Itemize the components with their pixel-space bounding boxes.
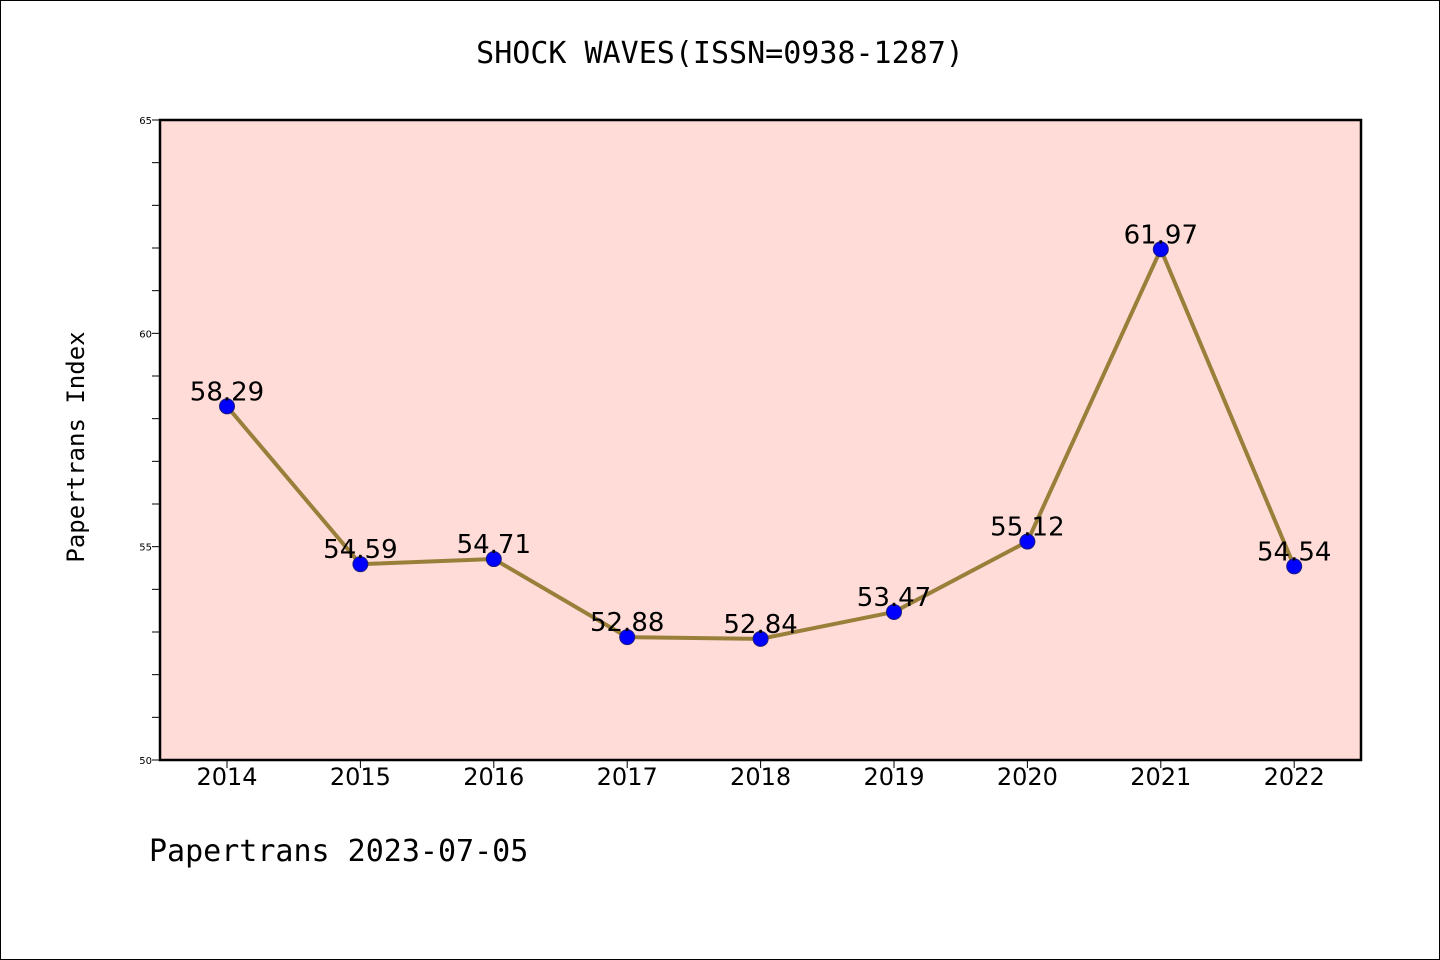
x-tick-label: 2022 (1264, 763, 1325, 791)
data-label: 54.59 (323, 535, 397, 565)
plot-area (160, 120, 1361, 760)
x-tick-label: 2016 (463, 763, 524, 791)
data-label: 55.12 (990, 513, 1064, 543)
data-label: 61.97 (1124, 220, 1198, 250)
y-tick-label: 65 (139, 116, 152, 127)
plot-border (158, 118, 1363, 762)
y-axis-ticks: 50 55 60 65 (139, 116, 160, 767)
data-label: 54.71 (457, 530, 531, 560)
data-label: 52.88 (590, 608, 664, 638)
x-axis-ticks: 2014 2015 2016 2017 2018 2019 2020 2021 2022 (196, 760, 1325, 791)
x-tick-label: 2021 (1130, 763, 1191, 791)
data-point (1019, 533, 1036, 550)
data-point (1152, 241, 1169, 258)
footer-text: Papertrans 2023-07-05 (149, 834, 529, 869)
data-point (752, 630, 769, 647)
data-point (886, 603, 902, 620)
x-tick-label: 2014 (196, 763, 257, 791)
x-tick-label: 2018 (730, 763, 791, 791)
data-labels: 58.29 54.59 54.71 52.88 52.84 53.47 55.12 61.97… (190, 220, 1332, 640)
data-point (1286, 558, 1303, 575)
x-tick-label: 2020 (997, 763, 1058, 791)
data-label: 54.54 (1257, 537, 1331, 567)
data-point (619, 629, 636, 646)
x-tick-label: 2017 (597, 763, 658, 791)
data-label: 52.84 (723, 610, 797, 640)
y-tick-label: 60 (139, 329, 152, 340)
chart-title: SHOCK WAVES(ISSN=0938-1287) (476, 36, 964, 71)
data-point (485, 551, 502, 568)
y-tick-label: 50 (139, 756, 152, 767)
data-point (352, 556, 369, 573)
data-label: 53.47 (857, 583, 931, 613)
data-points (219, 241, 1303, 647)
x-tick-label: 2019 (863, 763, 924, 791)
y-tick-label: 55 (139, 543, 152, 554)
x-tick-label: 2015 (330, 763, 391, 791)
data-label: 58.29 (190, 377, 264, 407)
data-point (219, 398, 235, 415)
